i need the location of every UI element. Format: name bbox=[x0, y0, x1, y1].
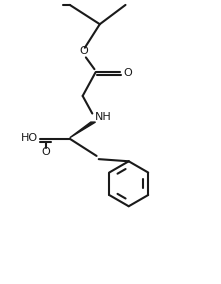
Polygon shape bbox=[70, 122, 95, 138]
Text: O: O bbox=[41, 147, 50, 157]
Text: HO: HO bbox=[21, 133, 38, 143]
Text: O: O bbox=[79, 46, 88, 56]
Text: NH: NH bbox=[94, 112, 111, 122]
Text: O: O bbox=[123, 68, 132, 78]
